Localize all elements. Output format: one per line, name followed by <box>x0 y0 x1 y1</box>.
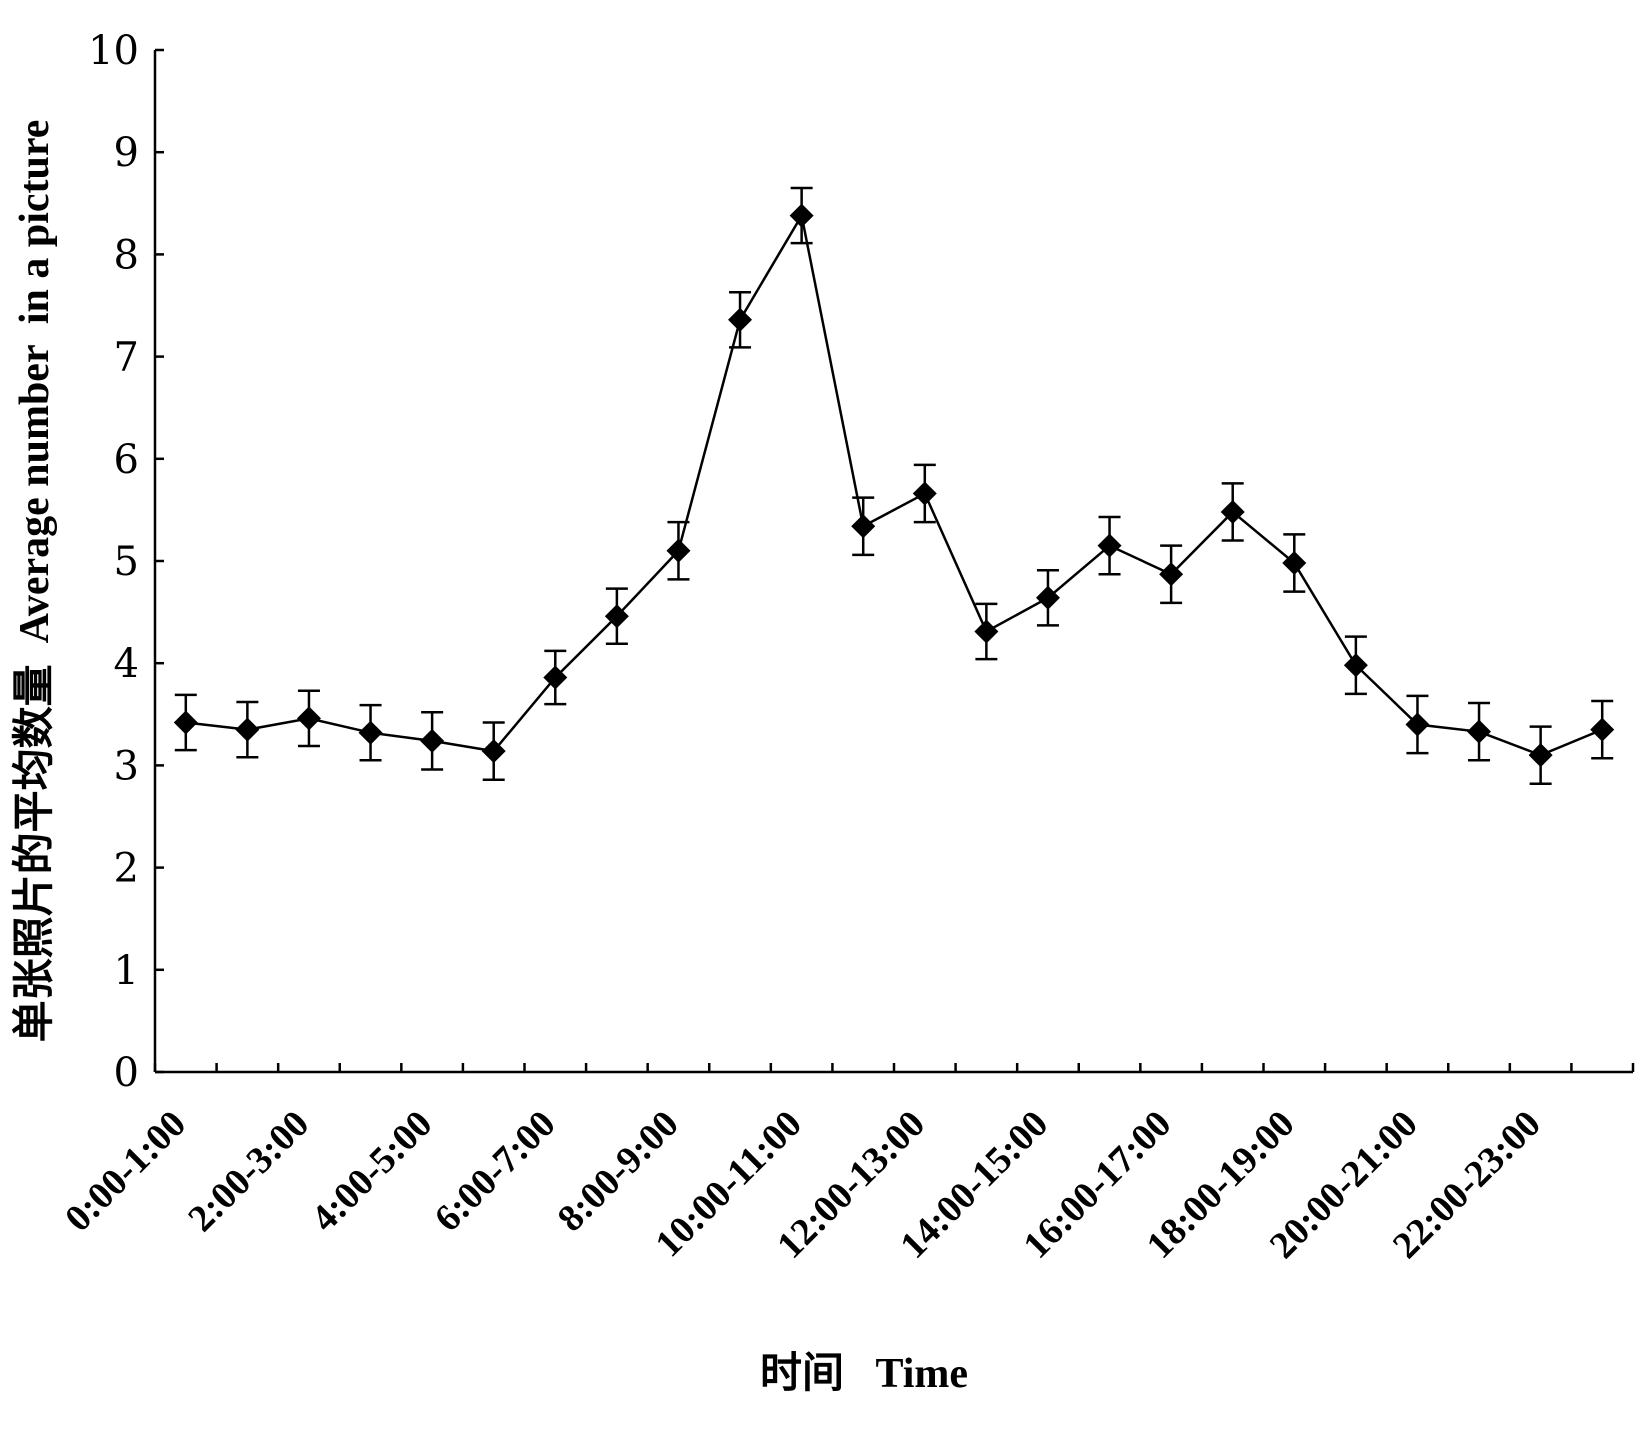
x-tick-label: 2:00-3:00 <box>180 1103 317 1240</box>
y-tick-label: 8 <box>114 232 139 278</box>
data-point <box>235 717 260 742</box>
y-tick-label: 7 <box>114 335 139 381</box>
data-point <box>420 728 445 753</box>
data-point <box>1343 653 1368 678</box>
y-tick-label: 6 <box>114 437 139 483</box>
y-tick-label: 0 <box>114 1050 139 1096</box>
x-tick-label: 0:00-1:00 <box>57 1103 194 1240</box>
data-point <box>358 720 383 745</box>
y-tick-label: 1 <box>114 948 139 994</box>
data-point <box>728 307 753 332</box>
data-point <box>1282 551 1307 576</box>
y-axis-ticks: 0 1 2 3 4 5 6 7 8 9 10 <box>88 28 164 1096</box>
data-point <box>1405 712 1430 737</box>
data-point <box>604 604 629 629</box>
data-point <box>173 710 198 735</box>
data-point <box>1467 719 1492 744</box>
y-axis-title: 单张照片的平均数量 Average number in a picture <box>11 120 58 1043</box>
y-tick-label: 2 <box>114 846 139 892</box>
data-point <box>1220 499 1245 524</box>
data-point <box>1528 743 1553 768</box>
x-tick-label: 4:00-5:00 <box>303 1103 440 1240</box>
data-point <box>912 481 937 506</box>
data-point <box>851 514 876 539</box>
data-point <box>1590 717 1615 742</box>
y-tick-label: 10 <box>88 28 139 74</box>
series-group <box>173 186 1615 786</box>
x-axis-ticks: 0:00-1:002:00-3:004:00-5:006:00-7:008:00… <box>57 1063 1635 1267</box>
data-point <box>543 665 568 690</box>
data-point <box>974 619 999 644</box>
data-point <box>789 203 814 228</box>
data-point <box>296 706 321 731</box>
data-point <box>481 739 506 764</box>
data-point <box>1159 562 1184 587</box>
x-tick-label: 6:00-7:00 <box>426 1103 563 1240</box>
data-point <box>666 538 691 563</box>
data-point <box>1035 585 1060 610</box>
y-tick-label: 5 <box>114 539 139 585</box>
y-tick-label: 4 <box>114 641 139 687</box>
series-line <box>185 212 1603 757</box>
x-axis-title: 时间 Time <box>760 1350 968 1397</box>
data-point <box>1097 533 1122 558</box>
y-tick-label: 9 <box>114 130 139 176</box>
y-tick-label: 3 <box>114 743 139 789</box>
